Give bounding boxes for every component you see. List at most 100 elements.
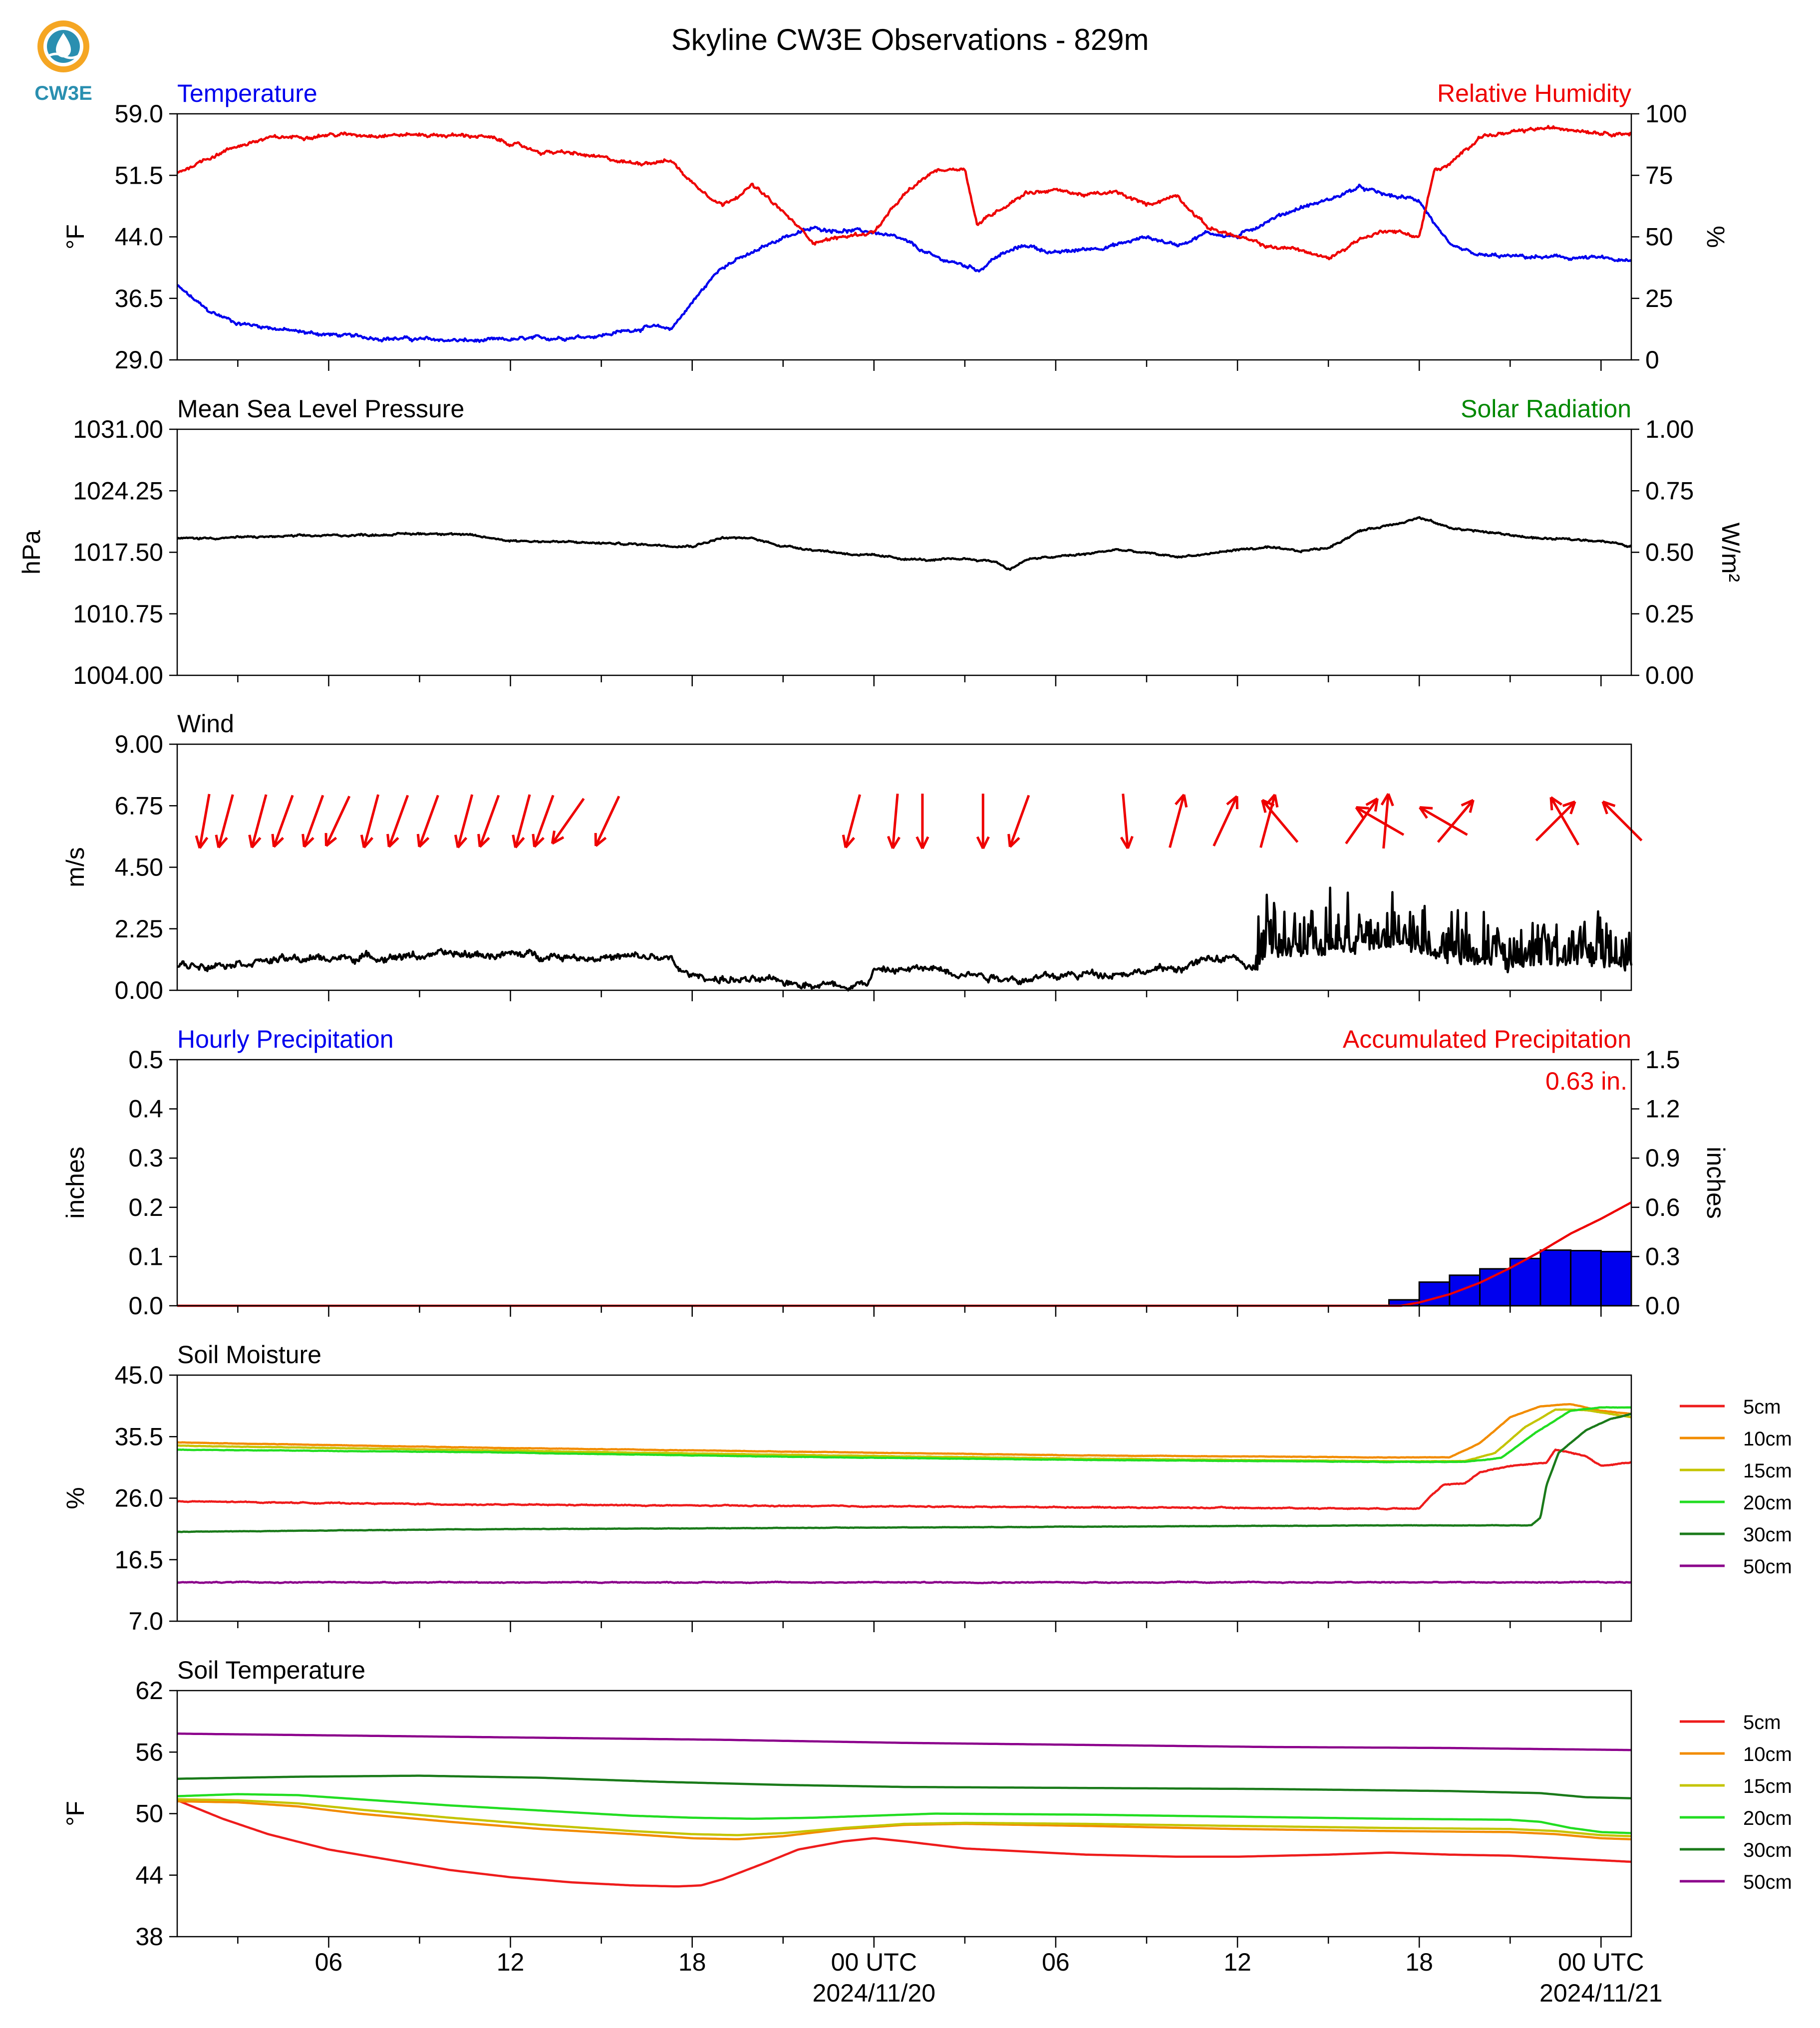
wind-arrow-15 xyxy=(842,794,861,849)
panel-title-right: Relative Humidity xyxy=(1437,79,1631,107)
series-line-mslp xyxy=(176,516,1632,571)
y-tick-label: 6.75 xyxy=(115,792,163,820)
y-tick-label: 51.5 xyxy=(115,161,163,189)
series-line-20cm xyxy=(177,1793,1632,1834)
y-tick-label-right: 100 xyxy=(1645,100,1687,128)
wind-arrow-10 xyxy=(477,795,500,848)
y-axis-label-right: inches xyxy=(1702,1147,1730,1219)
panel-precipitation: Hourly Precipitation Accumulated Precipit… xyxy=(61,1025,1730,1320)
y-tick-label-right: 50 xyxy=(1645,223,1673,251)
y-tick-label-right: 0.25 xyxy=(1645,600,1694,628)
cw3e-logo: CW3E xyxy=(34,20,92,104)
y-tick-label: 62 xyxy=(135,1677,163,1705)
panel-soil-moisture: Soil Moisture 45.0 35.5 26.0 16.5 7.0% 5cm 10cm… xyxy=(61,1341,1792,1635)
legend-label-20cm: 20cm xyxy=(1743,1807,1792,1829)
y-axis-label: hPa xyxy=(17,530,45,575)
legend-label-50cm: 50cm xyxy=(1743,1556,1792,1578)
y-tick-label: 38 xyxy=(135,1923,163,1951)
legend-label-20cm: 20cm xyxy=(1743,1492,1792,1514)
series-line-15cm xyxy=(177,1798,1632,1837)
precip-total-annotation: 0.63 in. xyxy=(1545,1067,1627,1095)
y-axis-label-right: % xyxy=(1702,226,1730,248)
series-line-temperature xyxy=(176,183,1632,343)
x-tick-label: 18 xyxy=(678,1948,706,1976)
y-tick-label: 29.0 xyxy=(115,346,163,374)
time-axis-labels: 06 12 18 00 UTC 2024/11/20 06 12 18 00 UTC 2024/1… xyxy=(315,1948,1663,2007)
y-tick-label: 9.00 xyxy=(115,730,163,758)
y-axis-label: °F xyxy=(61,1801,89,1826)
x-tick-label: 00 UTC xyxy=(1558,1948,1644,1976)
y-tick-label: 35.5 xyxy=(115,1423,163,1450)
y-axis-label: m/s xyxy=(61,847,89,887)
y-tick-label: 1024.25 xyxy=(73,477,163,505)
y-tick-label: 1017.50 xyxy=(73,539,163,567)
logo-text: CW3E xyxy=(34,82,92,104)
panel-title-right: Accumulated Precipitation xyxy=(1343,1025,1631,1053)
y-tick-label: 1004.00 xyxy=(73,661,163,689)
y-tick-label: 56 xyxy=(135,1738,163,1766)
y-tick-label: 45.0 xyxy=(115,1361,163,1389)
y-tick-label-right: 0.3 xyxy=(1645,1242,1680,1270)
series-line-10cm xyxy=(177,1403,1632,1459)
y-tick-label-right: 1.5 xyxy=(1645,1046,1680,1074)
wind-arrow-11 xyxy=(512,794,531,849)
series-line-wind_speed xyxy=(177,886,1633,992)
y-tick-label: 16.5 xyxy=(115,1546,163,1574)
y-tick-label-right: 0.00 xyxy=(1645,661,1694,689)
panel-title-right: Solar Radiation xyxy=(1461,395,1631,423)
y-tick-label-right: 75 xyxy=(1645,161,1673,189)
y-tick-label: 0.0 xyxy=(128,1292,163,1320)
wind-arrow-22 xyxy=(1213,795,1238,847)
precip-bar-2 xyxy=(1449,1274,1481,1307)
wind-arrow-16 xyxy=(887,793,901,850)
panel-title-left: Soil Moisture xyxy=(177,1341,321,1369)
x-tick-label: 18 xyxy=(1405,1948,1433,1976)
y-tick-label: 0.4 xyxy=(128,1095,163,1123)
legend: 5cm 10cm 15cm 20cm 30cm 50cm xyxy=(1680,1396,1792,1578)
legend: 5cm 10cm 15cm 20cm 30cm 50cm xyxy=(1680,1712,1792,1893)
y-axis-label: % xyxy=(61,1487,89,1509)
x-tick-label: 06 xyxy=(1042,1948,1070,1976)
y-tick-label: 44 xyxy=(135,1861,163,1889)
legend-label-10cm: 10cm xyxy=(1743,1428,1792,1450)
wind-arrow-19 xyxy=(1007,795,1030,848)
wind-arrow-25 xyxy=(1345,797,1379,845)
wind-arrow-21 xyxy=(1169,794,1188,848)
legend-label-5cm: 5cm xyxy=(1743,1396,1781,1418)
series-line-50cm xyxy=(177,1580,1632,1584)
y-tick-label: 0.00 xyxy=(115,976,163,1004)
legend-label-5cm: 5cm xyxy=(1743,1712,1781,1734)
precip-bar-5 xyxy=(1539,1249,1572,1307)
y-tick-label: 2.25 xyxy=(115,915,163,943)
wind-arrow-12 xyxy=(532,795,555,848)
wind-arrow-1 xyxy=(215,794,234,849)
series-line-relative_humidity xyxy=(177,125,1632,261)
x-tick-label: 12 xyxy=(1223,1948,1251,1976)
y-tick-label: 1010.75 xyxy=(73,600,163,628)
panel-soil-temperature: Soil Temperature 62 56 50 44 38 °F 5cm 10cm 15cm 2… xyxy=(61,1656,1792,1951)
y-tick-label-right: 1.00 xyxy=(1645,415,1694,443)
legend-label-50cm: 50cm xyxy=(1743,1871,1792,1893)
y-tick-label: 0.1 xyxy=(128,1242,163,1270)
y-tick-label-right: 1.2 xyxy=(1645,1095,1680,1123)
y-tick-label: 36.5 xyxy=(115,285,163,312)
y-tick-label: 26.0 xyxy=(115,1484,163,1512)
y-tick-label-right: 0.9 xyxy=(1645,1144,1680,1172)
wind-arrow-32 xyxy=(1601,800,1643,842)
x-tick-date-label: 2024/11/21 xyxy=(1539,1979,1663,2007)
panel-title-left: Temperature xyxy=(177,79,317,107)
wind-arrow-8 xyxy=(416,795,439,848)
wind-arrow-31 xyxy=(1549,796,1580,846)
series-line-50cm xyxy=(177,1733,1631,1751)
wind-arrow-13 xyxy=(551,798,585,845)
panel-frame xyxy=(176,1059,1632,1307)
legend-label-30cm: 30cm xyxy=(1743,1524,1792,1546)
wind-arrow-24 xyxy=(1261,799,1299,843)
y-tick-label-right: 0 xyxy=(1645,346,1659,374)
legend-label-30cm: 30cm xyxy=(1743,1839,1792,1861)
wind-arrow-26 xyxy=(1355,806,1405,836)
y-tick-label: 59.0 xyxy=(115,100,163,128)
y-tick-label: 0.2 xyxy=(128,1193,163,1221)
y-axis-label: inches xyxy=(61,1147,89,1219)
